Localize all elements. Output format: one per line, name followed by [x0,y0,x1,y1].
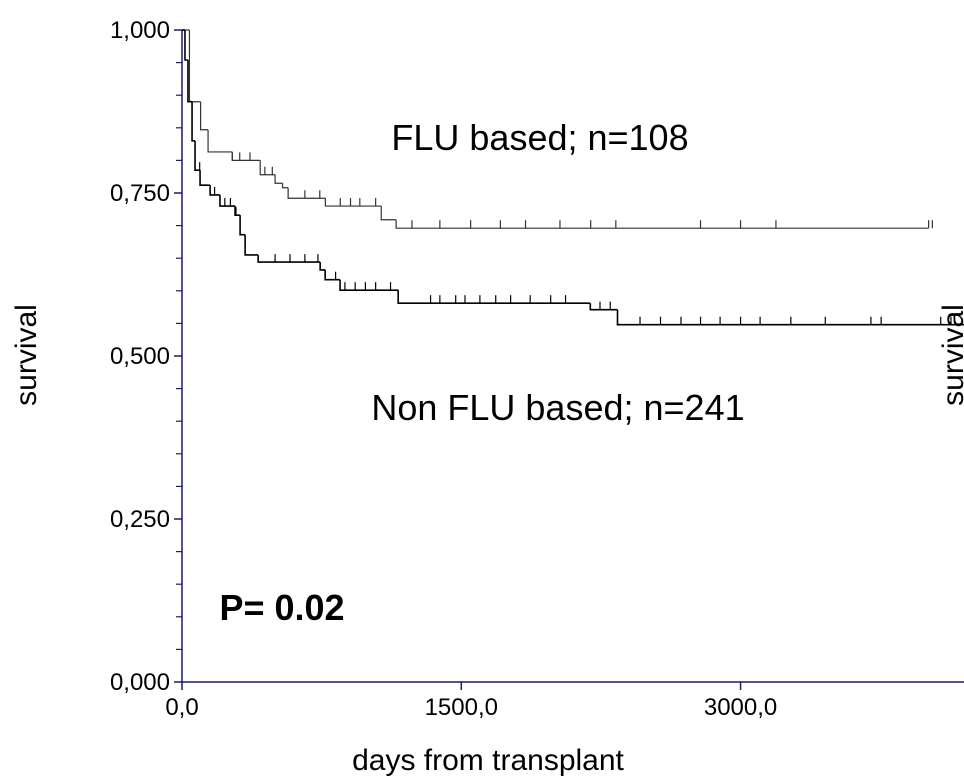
y-tick-label: 0,250 [110,506,170,533]
y-tick-label: 0,750 [110,180,170,207]
survival-step [257,254,321,263]
survival-step [589,303,618,311]
survival-step [199,170,211,186]
survival-step [207,129,233,153]
survival-step [239,215,246,236]
survival-step [231,151,261,161]
survival-step [287,187,326,199]
survival-step [194,140,201,171]
survival-step [191,101,196,142]
survival-step [188,30,201,103]
x-tick-label: 0,0 [165,694,198,721]
survival-step [244,234,259,256]
survival-step [616,309,964,326]
y-tick-label: 1,000 [110,17,170,44]
survival-step [219,194,236,207]
annotation: Non FLU based; n=241 [371,387,744,428]
survival-step [397,290,591,304]
survival-step [324,198,382,207]
survival-step [395,219,929,229]
survival-step [319,262,326,271]
survival-step [339,279,399,291]
survival-step [324,269,341,281]
y-tick-label: 0,500 [110,343,170,370]
survival-step [281,183,289,189]
y-tick-label: 0,000 [110,669,170,696]
survival-step [184,30,188,61]
survival-step [234,206,241,216]
x-axis-title: days from transplant [352,744,624,777]
annotation: P= 0.02 [219,587,344,628]
survival-step [274,174,283,184]
survival-step [200,101,209,131]
y-axis-title: survival [10,304,43,406]
survival-step [187,59,193,103]
x-tick-label: 1500,0 [425,694,498,721]
annotation: FLU based; n=108 [391,117,688,158]
survival-step [209,185,220,196]
survival-step [380,206,397,221]
survival-step [259,160,276,176]
x-tick-label: 3000,0 [704,694,777,721]
